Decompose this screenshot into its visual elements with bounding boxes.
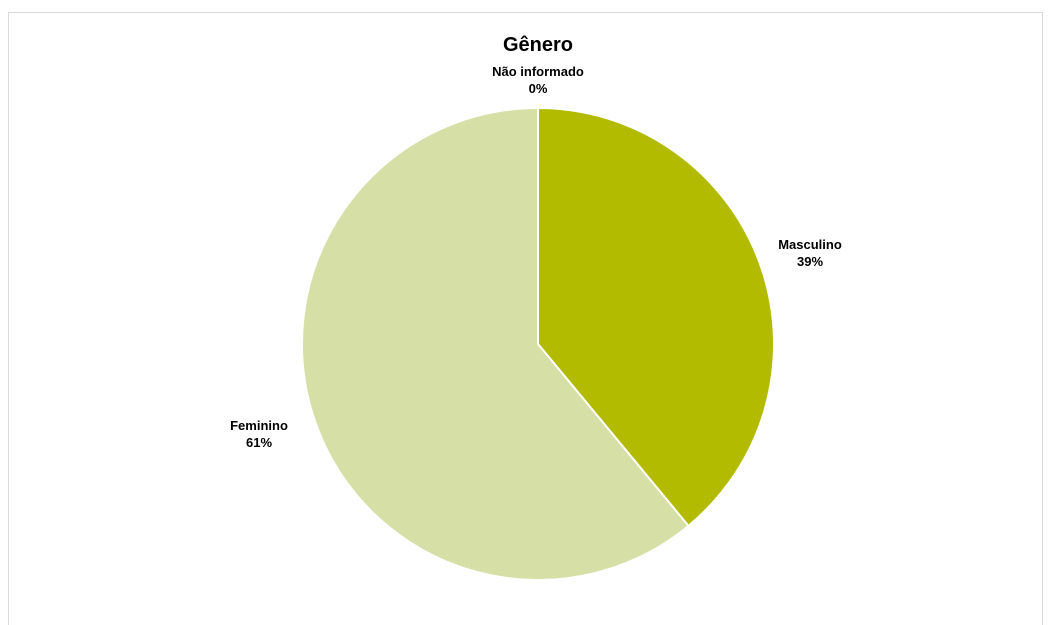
pie-slice-masculino — [537, 106, 775, 528]
chart-title: Gênero — [503, 34, 573, 56]
pie-slices — [301, 106, 775, 581]
data-label-nao-informado: Não informado 0% — [492, 64, 584, 96]
pie-slice-feminino — [301, 106, 690, 581]
data-label-feminino: Feminino 61% — [230, 418, 288, 450]
data-label-masculino: Masculino 39% — [778, 237, 842, 269]
pie-labels: Não informado 0% Masculino 39% Feminino 61% — [230, 64, 842, 450]
